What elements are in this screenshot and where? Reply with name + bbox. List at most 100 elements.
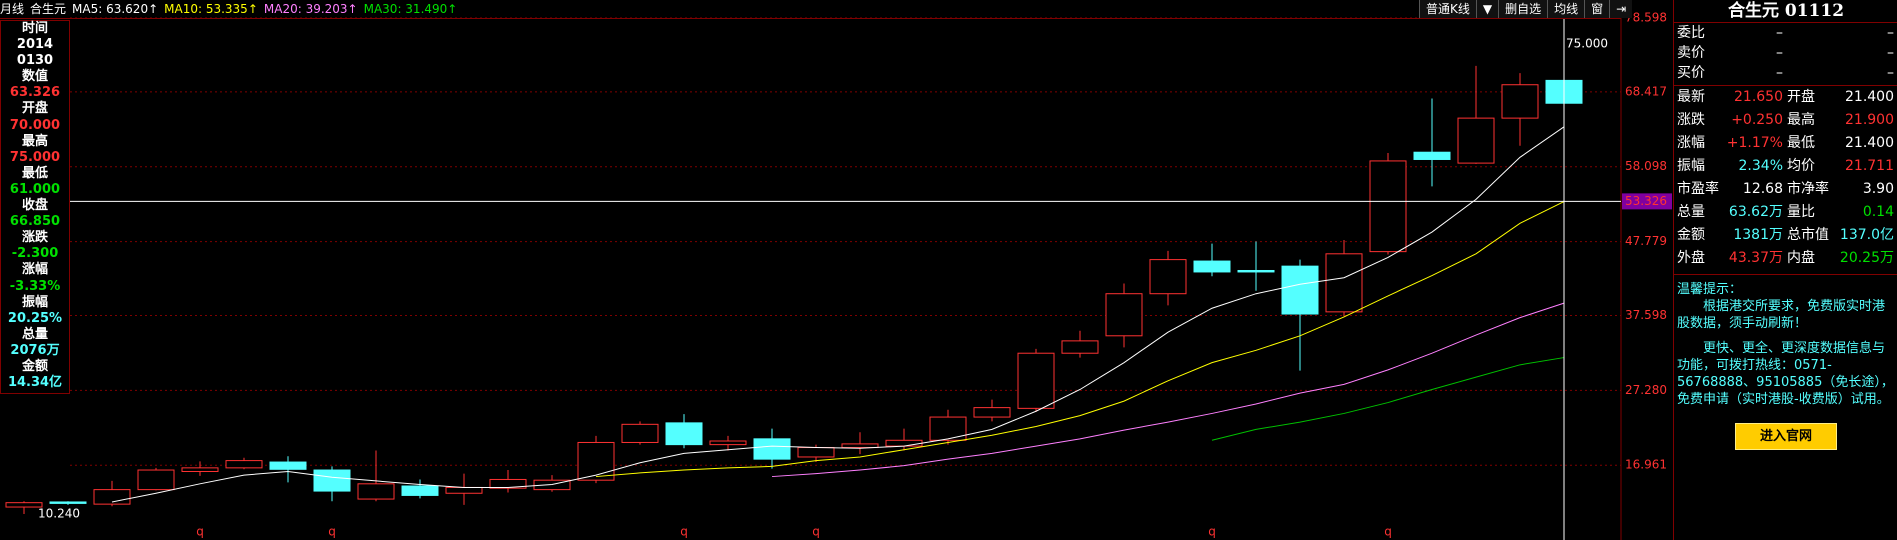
row-value: 21.711 (1845, 158, 1894, 174)
y-tick-label: 27.280 (1625, 383, 1667, 397)
candle-body (973, 407, 1011, 418)
quote-row: 涨幅 +1.17% 最低 21.400 (1674, 132, 1897, 155)
toolbar-button[interactable]: ⇥ (1609, 0, 1633, 18)
quote-row: 振幅 2.34% 均价 21.711 (1674, 155, 1897, 178)
candle-body (577, 441, 615, 481)
info-panel: 时间 2014 0130 数值 63.326 开盘 70.000 最高 75.000 最低 61.0… (0, 20, 70, 394)
info-item: 收盘 (21, 198, 48, 214)
toolbar-button[interactable]: 删自选 (1498, 0, 1548, 18)
candle-body (1149, 259, 1187, 295)
candle-body (1017, 352, 1055, 409)
info-item: 最低 (21, 165, 48, 181)
row-label: 总量 (1677, 204, 1705, 220)
row-value: – (1776, 45, 1783, 61)
ma-label: MA10: 53.335↑ (164, 2, 258, 16)
toolbar-button[interactable]: 均线 (1547, 0, 1585, 18)
row-label: 总市值 (1787, 227, 1829, 243)
order-row: 卖价 – – (1674, 43, 1897, 63)
info-item: 最高 (21, 133, 48, 149)
candle-body (489, 478, 527, 489)
row-value: 21.400 (1845, 89, 1894, 105)
info-item: 涨幅 (21, 262, 48, 278)
candle-body (269, 461, 307, 470)
header: 月线 合生元 MA5: 63.620↑ MA10: 53.335↑ MA20: 39.2… (0, 0, 1621, 19)
min-label: 10.240 (38, 507, 80, 521)
max-label: 75.000 (1566, 37, 1608, 51)
row-label: 最新 (1677, 89, 1705, 105)
row-value: – (1887, 65, 1894, 81)
candle-body (225, 460, 263, 469)
row-value: 3.90 (1862, 181, 1894, 197)
toolbar: 普通K线 ▼ 删自选 均线窗 ⇥ (1419, 0, 1633, 18)
candle-body (709, 440, 747, 446)
toolbar-button[interactable]: ▼ (1475, 0, 1499, 18)
candle-body (401, 485, 439, 496)
ma-label: MA20: 39.203↑ (263, 2, 358, 16)
candle-body (1501, 84, 1539, 119)
notice: 温馨提示： 根据港交所要求，免费版实时港股数据，须手动刷新！ 更快、更全、更深度… (1674, 275, 1897, 408)
stock-name: 合生元 (30, 2, 67, 16)
period: 月线 (0, 2, 25, 16)
candle-body (885, 439, 923, 447)
toolbar-button[interactable]: 窗 (1584, 0, 1610, 18)
info-item: 20.25% (7, 310, 63, 326)
notice-text: 更快、更全、更深度数据信息与功能，可拨打热线：0571-56768888、951… (1677, 341, 1894, 407)
row-label: 委比 (1677, 25, 1705, 41)
info-item: 14.34亿 (7, 375, 63, 391)
event-marker: q (812, 525, 820, 539)
ma-line (1211, 357, 1565, 441)
row-label: 内盘 (1787, 250, 1815, 266)
candle-body (1061, 340, 1099, 354)
website-button[interactable]: 进入官网 (1735, 423, 1837, 450)
y-tick-label: 78.598 (1625, 11, 1667, 25)
event-marker: q (1384, 525, 1392, 539)
quote-rows: 最新 21.650 开盘 21.400 涨跌 +0.250 最高 21.900 涨幅 +1.17%… (1674, 86, 1897, 275)
row-value: 21.650 (1734, 89, 1783, 105)
candle-body (929, 416, 967, 441)
candle-body (1105, 293, 1143, 337)
candle-body (665, 422, 703, 446)
row-label: 外盘 (1677, 250, 1705, 266)
row-value: 21.900 (1845, 112, 1894, 128)
crosshair-label: 53.326 (1625, 194, 1667, 208)
candle-body (1193, 260, 1231, 273)
row-label: 卖价 (1677, 45, 1705, 61)
quote-row: 金额 1381万 总市值 137.0亿 (1674, 224, 1897, 247)
row-value: 43.37万 (1728, 250, 1783, 266)
y-tick-label: 37.598 (1625, 308, 1667, 322)
info-item: 2076万 (10, 342, 60, 358)
event-marker: q (196, 525, 204, 539)
y-tick-label: 58.098 (1625, 159, 1667, 173)
info-item: 63.326 (9, 85, 61, 101)
candle-body (841, 443, 879, 449)
candle-body (313, 469, 351, 492)
candle-body (1237, 269, 1275, 273)
row-value: 21.400 (1845, 135, 1894, 151)
row-value: 2.34% (1738, 158, 1783, 174)
candle-body (49, 501, 87, 504)
y-tick-label: 68.417 (1625, 84, 1667, 98)
row-label: 均价 (1787, 158, 1815, 174)
event-marker: q (1208, 525, 1216, 539)
info-item: -3.33% (9, 278, 61, 294)
order-rows: 委比 – – 卖价 – – 买价 – – (1674, 23, 1897, 86)
y-tick-label: 16.961 (1625, 458, 1667, 472)
row-value: – (1776, 65, 1783, 81)
row-value: 0.14 (1862, 204, 1894, 220)
row-value: 1381万 (1733, 227, 1783, 243)
info-item: 66.850 (9, 214, 61, 230)
quote-row: 涨跌 +0.250 最高 21.900 (1674, 109, 1897, 132)
quote-row: 最新 21.650 开盘 21.400 (1674, 86, 1897, 109)
info-item: 数值 (21, 69, 48, 85)
chart: 16.961 27.280 37.598 47.779 58.098 68.417 78.5… (5, 0, 1672, 540)
ma-line (771, 302, 1565, 478)
row-label: 振幅 (1677, 158, 1705, 174)
row-value: 137.0亿 (1839, 227, 1894, 243)
info-item: 70.000 (9, 117, 61, 133)
info-item: 2014 (16, 37, 54, 53)
toolbar-button[interactable]: 普通K线 (1419, 0, 1476, 18)
crosshair-label-bg (1622, 193, 1672, 210)
candle-body (1413, 151, 1451, 160)
y-tick-label: 47.779 (1625, 234, 1667, 248)
